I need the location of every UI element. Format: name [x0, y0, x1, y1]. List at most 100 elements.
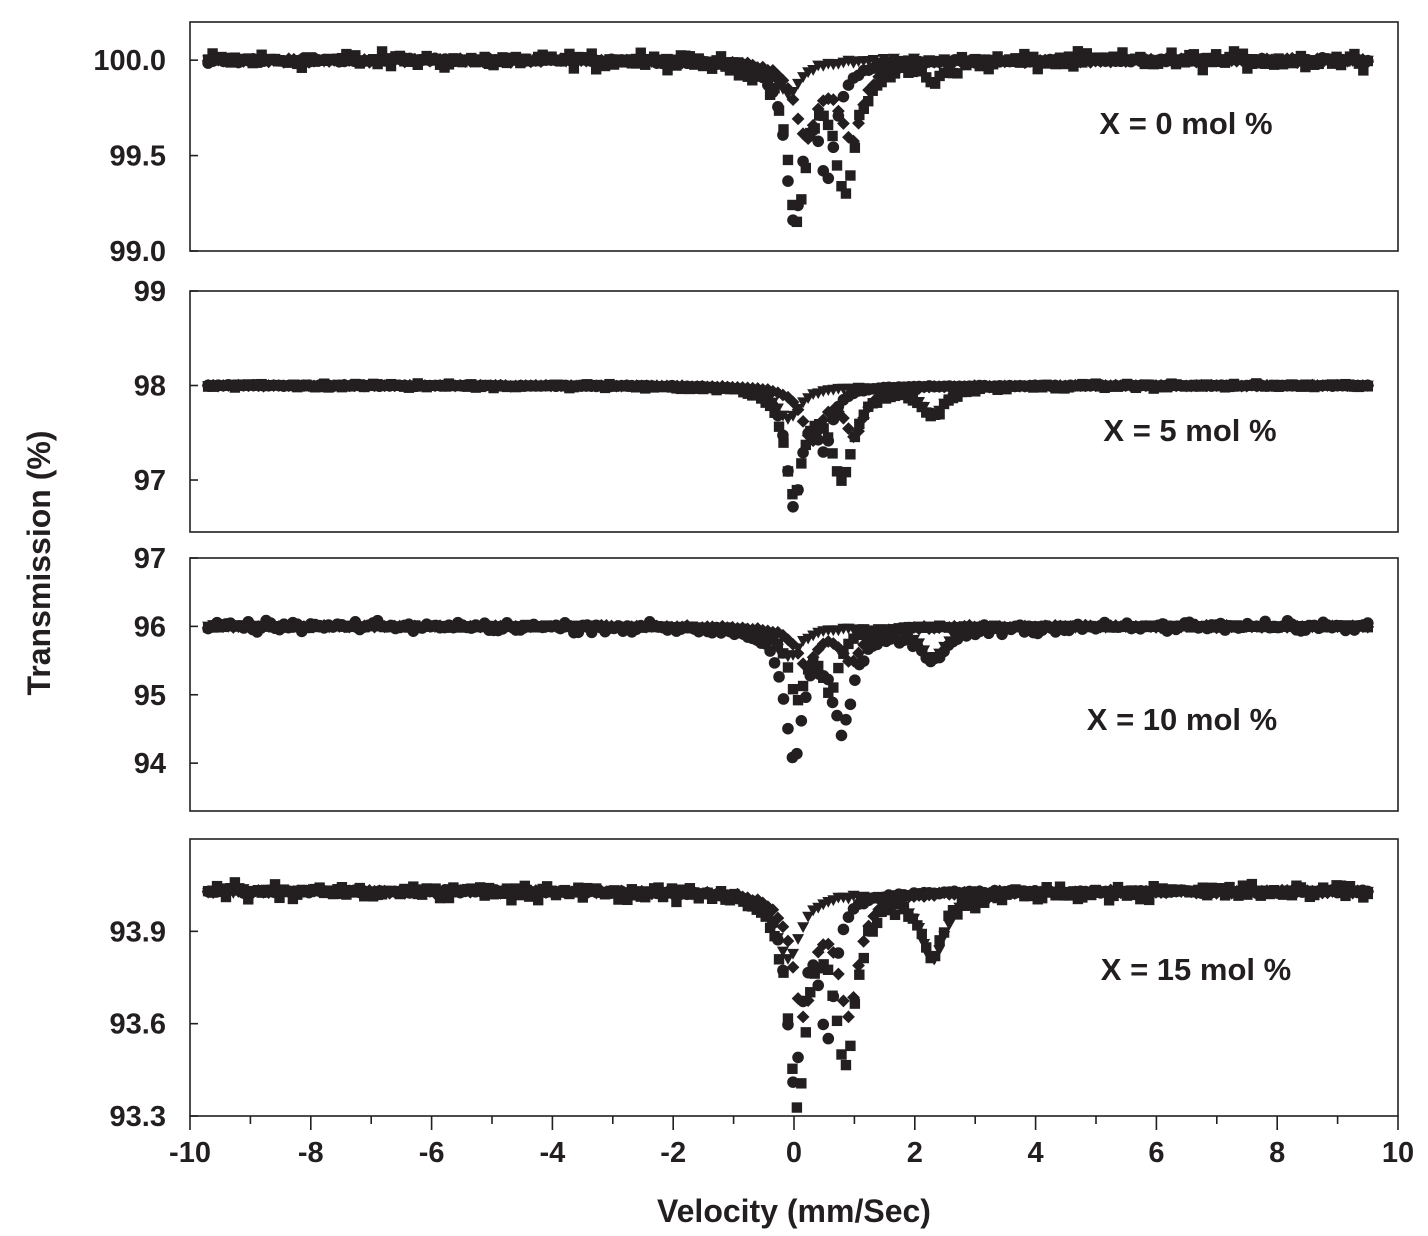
data-point-diamond [837, 117, 850, 130]
data-point-triangle [766, 72, 779, 84]
data-point-triangle [1361, 380, 1374, 392]
y-tick-label: 95 [134, 680, 166, 712]
data-point-square [858, 952, 869, 964]
data-point-square [818, 423, 829, 434]
data-point-diamond [806, 434, 820, 448]
data-point-square [836, 1049, 847, 1060]
data-point-square [836, 475, 847, 486]
x-tick-label: 6 [1148, 1137, 1164, 1169]
data-point-square [532, 894, 544, 906]
data-point-diamond [857, 98, 870, 112]
data-point-square [854, 969, 865, 980]
data-point-triangle [731, 891, 744, 903]
data-point-square [715, 51, 727, 62]
data-point-triangle [933, 405, 946, 417]
data-point-square [863, 96, 874, 107]
data-point-diamond [811, 424, 825, 438]
data-point-square [787, 1063, 798, 1074]
data-point-square [256, 49, 267, 60]
data-point-triangle [948, 910, 961, 922]
data-point-triangle [771, 403, 784, 415]
y-tick-label: 99.5 [110, 141, 166, 173]
data-point-circle [835, 729, 848, 742]
data-point-square [840, 1059, 852, 1071]
data-point-triangle [766, 921, 779, 933]
panels-layer: 99.0 99.5 100.0 X = 0 mol % 97 98 99 X = 5 mol … [93, 21, 1399, 1133]
y-tick-label: 99.0 [110, 236, 166, 268]
data-point-circle [787, 214, 799, 226]
data-point-square [1166, 47, 1177, 58]
data-point-triangle [781, 954, 794, 965]
y-tick-label: 98 [134, 371, 166, 403]
data-point-diamond [816, 413, 830, 427]
data-point-circle [777, 693, 790, 705]
data-point-triangle [761, 67, 774, 78]
data-point-diamond [801, 994, 815, 1007]
series-triangle-down [202, 620, 1374, 664]
y-tick-label: 96 [134, 611, 166, 643]
data-point-triangle [902, 908, 915, 920]
data-point-circle [782, 1018, 794, 1031]
y-tick-label: 100.0 [93, 45, 166, 77]
data-point-diamond [776, 920, 790, 934]
data-point-circle [812, 135, 825, 148]
y-tick-label: 97 [134, 543, 166, 575]
data-point-diamond [847, 654, 860, 668]
data-point-square [671, 896, 682, 908]
data-point-diamond [852, 116, 865, 130]
data-point-circle [827, 141, 840, 154]
x-tick-label: 10 [1382, 1137, 1414, 1169]
data-point-triangle [792, 643, 805, 655]
data-point-triangle [787, 650, 800, 661]
data-point-circle [817, 446, 830, 458]
data-point-triangle [1361, 55, 1374, 67]
data-point-diamond [826, 93, 840, 107]
data-point-square [568, 63, 580, 74]
y-tick-label: 93.3 [110, 1101, 166, 1133]
data-point-square [800, 1027, 812, 1038]
data-point-circle [826, 696, 839, 709]
data-point-diamond [831, 104, 845, 118]
data-point-square [867, 926, 878, 937]
data-point-square [845, 1040, 856, 1052]
data-point-triangle [751, 627, 764, 638]
data-point-square [243, 894, 254, 905]
data-point-diamond [821, 405, 835, 419]
data-point-circle [787, 500, 799, 513]
data-point-triangle [892, 898, 905, 910]
data-point-square [823, 687, 834, 698]
data-point-square [1358, 65, 1369, 76]
x-tick-label: -2 [660, 1137, 686, 1169]
data-point-triangle [776, 648, 789, 660]
data-point-circle [844, 698, 857, 711]
data-point-diamond [806, 965, 820, 979]
data-point-square [871, 917, 883, 929]
y-tick-label: 93.6 [110, 1009, 166, 1041]
data-point-circle [812, 979, 825, 992]
data-point-square [274, 892, 285, 904]
y-tick-label: 94 [134, 748, 166, 780]
data-point-square [662, 65, 673, 76]
data-point-triangle [908, 53, 921, 65]
data-point-diamond [801, 659, 815, 673]
data-point-triangle [792, 403, 805, 415]
panel-4: 93.3 93.6 93.9 X = 15 mol % [110, 838, 1399, 1133]
data-point-diamond [847, 134, 860, 148]
data-point-square [796, 1078, 807, 1089]
data-point-square [1032, 63, 1043, 75]
x-tick-label: 4 [1028, 1137, 1044, 1169]
data-point-circle [817, 1018, 830, 1031]
data-point-triangle [610, 885, 623, 897]
data-point-triangle [867, 54, 880, 66]
data-point-square [1068, 61, 1079, 72]
data-point-triangle [776, 410, 789, 422]
data-point-triangle [761, 633, 774, 645]
data-point-triangle [938, 931, 951, 942]
data-point-circle [807, 959, 819, 971]
data-point-square [916, 928, 927, 940]
data-point-circle [837, 90, 850, 103]
data-point-triangle [787, 410, 800, 422]
data-point-diamond [852, 959, 865, 972]
data-point-square [782, 662, 794, 673]
